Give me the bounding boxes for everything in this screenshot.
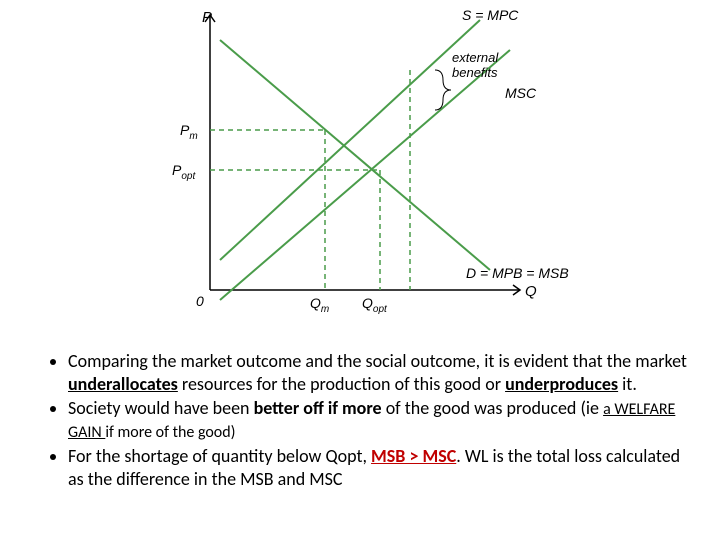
label-supply: S = MPC: [462, 10, 519, 23]
bullet-1: Comparing the market outcome and the soc…: [68, 350, 690, 395]
bullet-3-kw1: MSB > MSC: [371, 445, 456, 467]
label-qm: Qm: [310, 295, 329, 315]
bullet-1-kw1: underallocates: [68, 373, 178, 395]
bullet-3-pre: For the shortage of quantity below Qopt,: [68, 445, 371, 467]
externality-diagram: P Q 0 Pm Popt Qm Qopt S = MPC MSC D = MP…: [130, 10, 590, 330]
y-axis-label: P: [202, 10, 212, 26]
origin-label: 0: [196, 293, 204, 309]
bullet-1-mid: resources for the production of this goo…: [178, 373, 505, 395]
bullet-1-post: it.: [618, 373, 637, 395]
chart-svg: P Q 0 Pm Popt Qm Qopt S = MPC MSC D = MP…: [130, 10, 590, 330]
label-external-benefits-1: external: [452, 50, 499, 65]
label-external-benefits-2: benefits: [452, 65, 498, 80]
bullet-1-kw2: underproduces: [505, 373, 618, 395]
supply-curve: [220, 20, 480, 260]
bullet-2-mid: of the good was produced (ie: [382, 397, 603, 419]
label-popt: Popt: [172, 162, 196, 182]
bullet-2: Society would have been better off if mo…: [68, 397, 690, 443]
label-msc: MSC: [505, 85, 537, 101]
bullet-list: Comparing the market outcome and the soc…: [40, 350, 690, 492]
bullet-2-kw1: better off if more: [254, 397, 382, 419]
bullet-3: For the shortage of quantity below Qopt,…: [68, 445, 690, 490]
x-axis-label: Q: [525, 283, 537, 300]
bullet-1-pre: Comparing the market outcome and the soc…: [68, 350, 687, 372]
label-pm: Pm: [180, 122, 198, 142]
bullet-2-pre: Society would have been: [68, 397, 254, 419]
demand-curve: [220, 40, 490, 270]
bullet-2-post: if more of the good): [105, 423, 235, 442]
msc-curve: [220, 50, 510, 300]
label-qopt: Qopt: [362, 295, 388, 315]
label-demand: D = MPB = MSB: [466, 265, 569, 281]
